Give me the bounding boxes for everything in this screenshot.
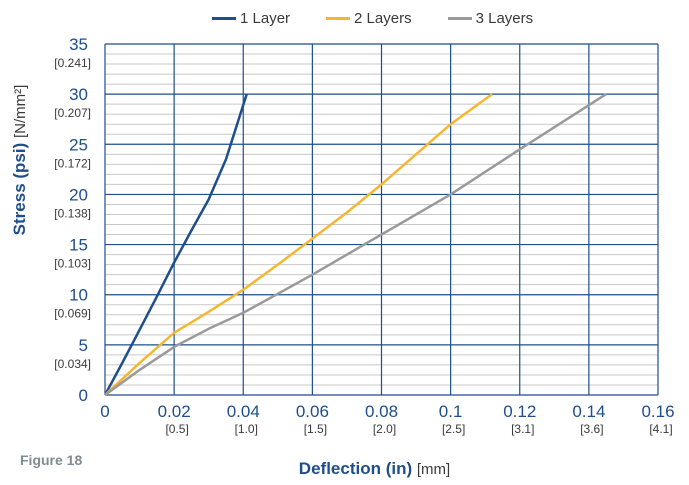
x-tick-label-secondary: [3.6] xyxy=(580,422,603,436)
y-axis-unit: [N/mm²] xyxy=(12,84,29,138)
y-tick-label: 25 xyxy=(69,135,88,154)
x-tick-label: 0.16 xyxy=(641,402,674,421)
x-tick-label: 0 xyxy=(100,402,109,421)
legend-label-2-layers: 2 Layers xyxy=(354,10,412,27)
y-tick-label: 15 xyxy=(69,236,88,255)
x-tick-label-secondary: [1.0] xyxy=(235,422,258,436)
legend-item-2-layers: 2 Layers xyxy=(326,10,412,27)
legend-item-1-layer: 1 Layer xyxy=(212,10,290,27)
x-tick-label: 0.14 xyxy=(572,402,605,421)
x-axis-label: Deflection (in) xyxy=(298,459,413,478)
figure-caption: Figure 18 xyxy=(20,452,83,468)
y-tick-label-secondary: [0.241] xyxy=(54,56,91,70)
x-tick-label-secondary: [1.5] xyxy=(304,422,327,436)
series-line-1-layer xyxy=(103,93,248,396)
y-axis-title: Stress (psi) [N/mm²] xyxy=(10,10,30,310)
x-tick-label: 0.12 xyxy=(503,402,536,421)
y-tick-label: 5 xyxy=(79,336,88,355)
y-tick-label-secondary: [0.069] xyxy=(54,307,91,321)
legend-label-1-layer: 1 Layer xyxy=(240,10,291,27)
x-tick-label: 0.02 xyxy=(158,402,191,421)
y-tick-label-secondary: [0.034] xyxy=(54,357,91,371)
y-tick-label: 0 xyxy=(79,386,88,405)
x-tick-label-secondary: [2.0] xyxy=(373,422,396,436)
legend-item-3-layers: 3 Layers xyxy=(447,10,534,27)
y-tick-label: 20 xyxy=(69,185,88,204)
y-tick-label: 35 xyxy=(69,35,88,54)
x-tick-label: 0.06 xyxy=(296,402,329,421)
y-tick-label-secondary: [0.207] xyxy=(54,106,91,120)
y-tick-label-secondary: [0.103] xyxy=(54,257,91,271)
legend-label-3-layers: 3 Layers xyxy=(475,10,534,27)
legend-swatch-2-layers xyxy=(326,17,351,20)
x-tick-label-secondary: [4.1] xyxy=(649,422,672,436)
x-tick-label: 0.08 xyxy=(365,402,398,421)
x-tick-label-secondary: [0.5] xyxy=(165,422,188,436)
series-line-3-layers xyxy=(104,93,607,397)
y-tick-label: 30 xyxy=(69,85,88,104)
y-tick-label-secondary: [0.172] xyxy=(54,156,91,170)
x-tick-label: 0.04 xyxy=(227,402,260,421)
legend: 1 Layer 2 Layers 3 Layers xyxy=(212,10,533,27)
x-axis-unit: [mm] xyxy=(416,461,451,478)
x-axis-title: Deflection (in) [mm] xyxy=(0,459,689,479)
series-line-2-layers xyxy=(104,93,493,396)
legend-swatch-3-layers xyxy=(447,17,472,20)
x-tick-label-secondary: [3.1] xyxy=(511,422,534,436)
legend-swatch-1-layer xyxy=(212,17,236,20)
x-tick-label-secondary: [2.5] xyxy=(442,422,465,436)
y-axis-label: Stress (psi) xyxy=(10,142,29,236)
x-tick-label: 0.1 xyxy=(439,402,463,421)
y-tick-label: 10 xyxy=(69,286,88,305)
y-tick-label-secondary: [0.138] xyxy=(54,206,91,220)
